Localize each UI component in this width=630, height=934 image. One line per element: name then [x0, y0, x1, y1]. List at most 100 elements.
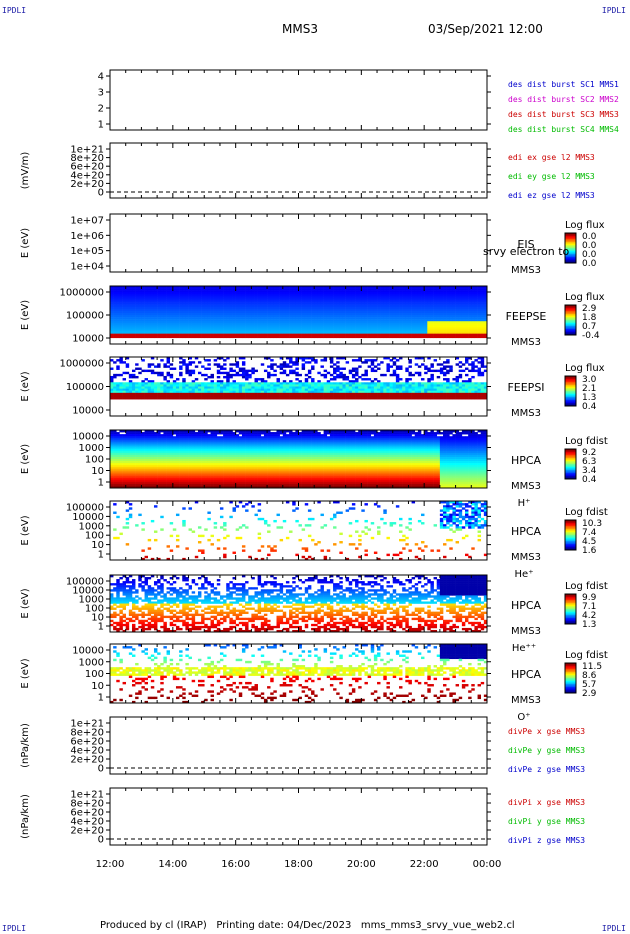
heatmap-cell — [261, 321, 264, 323]
heatmap-cell — [207, 368, 210, 370]
heatmap-cell — [267, 332, 270, 334]
heatmap-cell — [324, 309, 327, 311]
heatmap-cell — [402, 323, 405, 325]
heatmap-cell — [415, 319, 418, 321]
heatmap-cell — [110, 294, 113, 296]
heatmap-cell — [242, 317, 245, 319]
heatmap-cell — [456, 288, 459, 290]
heatmap-cell — [273, 384, 276, 386]
heatmap-cell — [358, 315, 361, 317]
heatmap-cell — [185, 334, 188, 336]
heatmap-cell — [468, 321, 471, 323]
heatmap-cell — [292, 370, 295, 372]
heatmap-cell — [236, 387, 239, 389]
heatmap-cell — [251, 393, 254, 395]
heatmap-cell — [327, 327, 330, 329]
heatmap-cell — [465, 393, 468, 395]
heatmap-cell — [192, 303, 195, 305]
heatmap-cell — [277, 336, 280, 338]
heatmap-cell — [141, 393, 144, 395]
heatmap-cell — [302, 311, 305, 313]
heatmap-cell — [355, 290, 358, 292]
heatmap-cell — [154, 330, 157, 332]
heatmap-cell — [390, 290, 393, 292]
heatmap-cell — [299, 305, 302, 307]
heatmap-cell — [207, 323, 210, 325]
heatmap-cell — [113, 463, 116, 465]
heatmap-cell — [424, 317, 427, 319]
heatmap-cell — [314, 389, 317, 391]
heatmap-cell — [119, 449, 122, 451]
heatmap-cell — [148, 311, 151, 313]
heatmap-cell — [408, 382, 411, 384]
heatmap-cell — [305, 380, 308, 382]
heatmap-cell — [258, 336, 261, 338]
heatmap-cell — [383, 317, 386, 319]
heatmap-cell — [236, 323, 239, 325]
heatmap-cell — [305, 393, 308, 395]
heatmap-cell — [478, 301, 481, 303]
heatmap-cell — [135, 336, 138, 338]
heatmap-cell — [390, 315, 393, 317]
heatmap-cell — [361, 330, 364, 332]
heatmap-cell — [242, 382, 245, 384]
heatmap-cell — [167, 395, 170, 397]
heatmap-cell — [308, 296, 311, 298]
heatmap-cell — [446, 387, 449, 389]
heatmap-cell — [443, 374, 446, 376]
heatmap-cell — [204, 378, 207, 380]
heatmap-cell — [430, 290, 433, 292]
heatmap-cell — [167, 359, 170, 361]
heatmap-cell — [110, 484, 113, 486]
heatmap-cell — [163, 397, 166, 399]
heatmap-cell — [280, 330, 283, 332]
heatmap-cell — [110, 467, 113, 469]
heatmap-cell — [223, 382, 226, 384]
heatmap-cell — [456, 380, 459, 382]
heatmap-cell — [129, 315, 132, 317]
heatmap-cell — [452, 332, 455, 334]
heatmap-cell — [242, 294, 245, 296]
heatmap-cell — [157, 317, 160, 319]
heatmap-cell — [462, 311, 465, 313]
heatmap-cell — [135, 305, 138, 307]
heatmap-cell — [264, 303, 267, 305]
heatmap-cell — [349, 330, 352, 332]
heatmap-cell — [132, 332, 135, 334]
heatmap-cell — [418, 382, 421, 384]
heatmap-cell — [251, 311, 254, 313]
heatmap-cell — [377, 395, 380, 397]
heatmap-cell — [424, 327, 427, 329]
heatmap-cell — [283, 307, 286, 309]
heatmap-cell — [349, 311, 352, 313]
heatmap-cell — [474, 303, 477, 305]
heatmap-cell — [314, 305, 317, 307]
heatmap-cell — [421, 393, 424, 395]
heatmap-cell — [320, 397, 323, 399]
heatmap-cell — [317, 290, 320, 292]
heatmap-cell — [242, 313, 245, 315]
heatmap-cell — [468, 363, 471, 365]
heatmap-cell — [110, 380, 113, 382]
heatmap-cell — [129, 393, 132, 395]
heatmap-cell — [129, 303, 132, 305]
heatmap-cell — [295, 387, 298, 389]
heatmap-cell — [229, 330, 232, 332]
heatmap-cell — [424, 309, 427, 311]
heatmap-cell — [311, 303, 314, 305]
heatmap-cell — [167, 305, 170, 307]
heatmap-cell — [349, 313, 352, 315]
heatmap-cell — [123, 436, 126, 438]
heatmap-cell — [415, 313, 418, 315]
heatmap-cell — [368, 315, 371, 317]
heatmap-cell — [371, 368, 374, 370]
heatmap-cell — [456, 363, 459, 365]
heatmap-cell — [339, 330, 342, 332]
heatmap-cell — [399, 311, 402, 313]
heatmap-cell — [308, 292, 311, 294]
heatmap-cell — [474, 382, 477, 384]
heatmap-cell — [286, 298, 289, 300]
heatmap-cell — [478, 393, 481, 395]
heatmap-cell — [317, 317, 320, 319]
heatmap-cell — [167, 292, 170, 294]
